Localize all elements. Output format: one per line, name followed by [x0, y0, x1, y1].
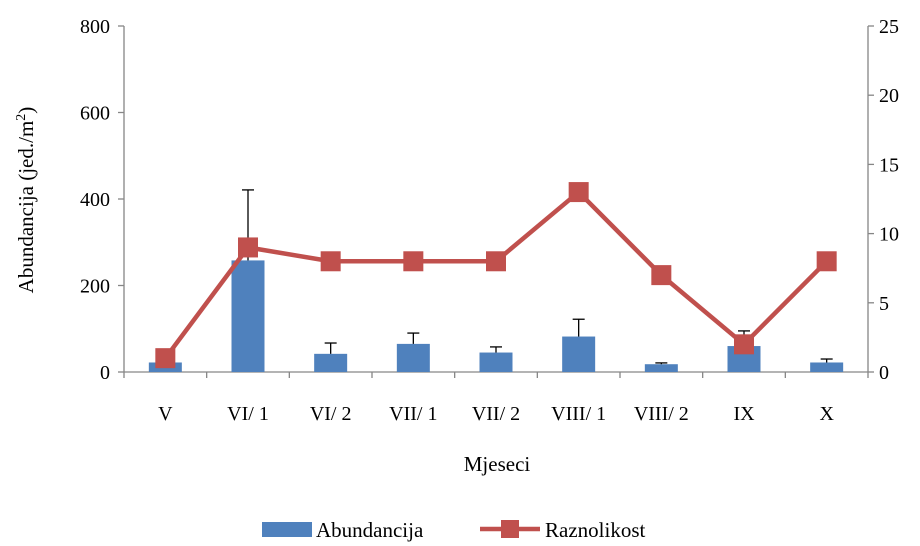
x-axis-ticks: V VI/ 1 VI/ 2 VII/ 1 VII/ 2 VIII/ 1 VIII/ 2 IX X [123, 372, 869, 425]
x-tick-label: X [819, 403, 834, 425]
legend-marker-raznolikost [501, 520, 519, 538]
line-marker [568, 182, 589, 203]
line-marker [155, 348, 176, 369]
x-tick-label: VII/ 1 [389, 403, 437, 425]
left-tick-label: 0 [100, 362, 110, 384]
left-tick-label: 800 [80, 16, 110, 38]
legend: Abundancija Raznolikost [262, 518, 645, 542]
left-tick-label: 600 [80, 103, 110, 125]
right-tick-label: 15 [879, 154, 899, 176]
y-axis-title-superscript: 2 [14, 114, 29, 121]
line-marker [816, 251, 837, 272]
left-tick-label: 200 [80, 276, 110, 298]
right-tick-label: 0 [879, 362, 889, 384]
bar [231, 260, 265, 372]
left-axis-ticks: 0 200 400 600 800 [80, 16, 124, 384]
bar [644, 364, 678, 372]
legend-swatch-abundancija [262, 522, 312, 537]
x-tick-label: IX [733, 403, 755, 425]
x-tick-label: VI/ 1 [227, 403, 269, 425]
right-tick-label: 5 [879, 293, 889, 315]
y-axis-title: Abundancija (jed./m2) [14, 107, 38, 294]
line-series-raznolikost [155, 182, 837, 369]
y-axis-title-end: ) [14, 107, 38, 114]
x-tick-label: VIII/ 2 [634, 403, 689, 425]
right-tick-label: 25 [879, 16, 899, 38]
bar-series-abundancija [148, 260, 844, 372]
line-marker [238, 237, 258, 258]
right-tick-label: 10 [879, 224, 899, 246]
bar [562, 336, 596, 372]
x-tick-label: V [158, 403, 173, 425]
x-tick-label: VI/ 2 [310, 403, 352, 425]
bar [479, 352, 513, 372]
legend-label-abundancija: Abundancija [316, 518, 424, 542]
line-marker [651, 265, 672, 286]
bar [314, 353, 348, 372]
line-raznolikost [163, 189, 829, 360]
x-axis-title: Mjeseci [464, 452, 531, 476]
bar [396, 343, 430, 372]
right-axis-ticks: 0 5 10 15 20 25 [868, 16, 899, 384]
line-marker [486, 251, 506, 272]
line-marker [403, 251, 424, 272]
bar [810, 362, 844, 372]
left-tick-label: 400 [80, 189, 110, 211]
line-marker [320, 251, 341, 272]
x-tick-label: VIII/ 1 [551, 403, 606, 425]
x-tick-label: VII/ 2 [472, 403, 520, 425]
line-marker [734, 334, 754, 355]
plot-area: 0 200 400 600 800 0 5 10 15 20 25 V VI/ 1 VI/ 2 VII/… [80, 16, 899, 425]
right-tick-label: 20 [879, 85, 899, 107]
legend-label-raznolikost: Raznolikost [545, 518, 645, 542]
